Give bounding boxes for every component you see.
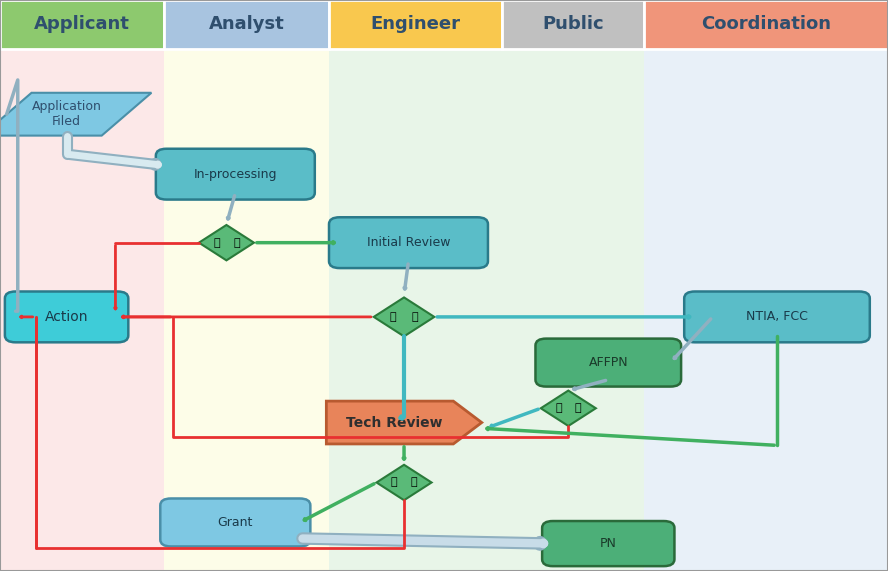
Text: Grant: Grant: [218, 516, 253, 529]
Polygon shape: [327, 401, 481, 444]
Text: 👍: 👍: [575, 403, 582, 413]
FancyBboxPatch shape: [502, 0, 644, 49]
Text: 👍: 👍: [233, 238, 240, 248]
Text: Analyst: Analyst: [209, 15, 284, 33]
Text: 👎: 👎: [213, 238, 220, 248]
Polygon shape: [0, 93, 151, 135]
Text: PN: PN: [599, 537, 617, 550]
Text: Action: Action: [45, 310, 88, 324]
FancyBboxPatch shape: [164, 0, 329, 49]
Text: AFFPN: AFFPN: [589, 356, 628, 369]
FancyBboxPatch shape: [329, 218, 488, 268]
Text: In-processing: In-processing: [194, 168, 277, 180]
Text: Initial Review: Initial Review: [367, 236, 450, 249]
FancyBboxPatch shape: [160, 498, 310, 546]
Text: Tech Review: Tech Review: [346, 416, 443, 429]
Text: 👎: 👎: [391, 477, 398, 488]
Polygon shape: [199, 225, 254, 260]
Text: 👎: 👎: [390, 312, 396, 322]
Text: Public: Public: [542, 15, 604, 33]
Bar: [329, 49, 502, 571]
Text: 👍: 👍: [412, 312, 418, 322]
Polygon shape: [377, 465, 432, 500]
Text: 👍: 👍: [410, 477, 417, 488]
Bar: [644, 49, 888, 571]
FancyBboxPatch shape: [0, 0, 164, 49]
Text: NTIA, FCC: NTIA, FCC: [746, 311, 808, 323]
Bar: [502, 49, 644, 571]
FancyBboxPatch shape: [535, 339, 681, 387]
Text: Coordination: Coordination: [701, 15, 831, 33]
Polygon shape: [541, 391, 596, 426]
FancyBboxPatch shape: [644, 0, 888, 49]
FancyBboxPatch shape: [542, 521, 675, 566]
FancyBboxPatch shape: [156, 149, 314, 200]
Bar: [164, 49, 329, 571]
FancyBboxPatch shape: [329, 0, 502, 49]
Text: Engineer: Engineer: [370, 15, 460, 33]
Text: 👎: 👎: [555, 403, 562, 413]
Text: Application
Filed: Application Filed: [32, 100, 101, 128]
Polygon shape: [374, 297, 434, 336]
Text: Applicant: Applicant: [35, 15, 130, 33]
FancyBboxPatch shape: [5, 292, 129, 343]
Bar: [0, 49, 164, 571]
FancyBboxPatch shape: [684, 292, 869, 343]
